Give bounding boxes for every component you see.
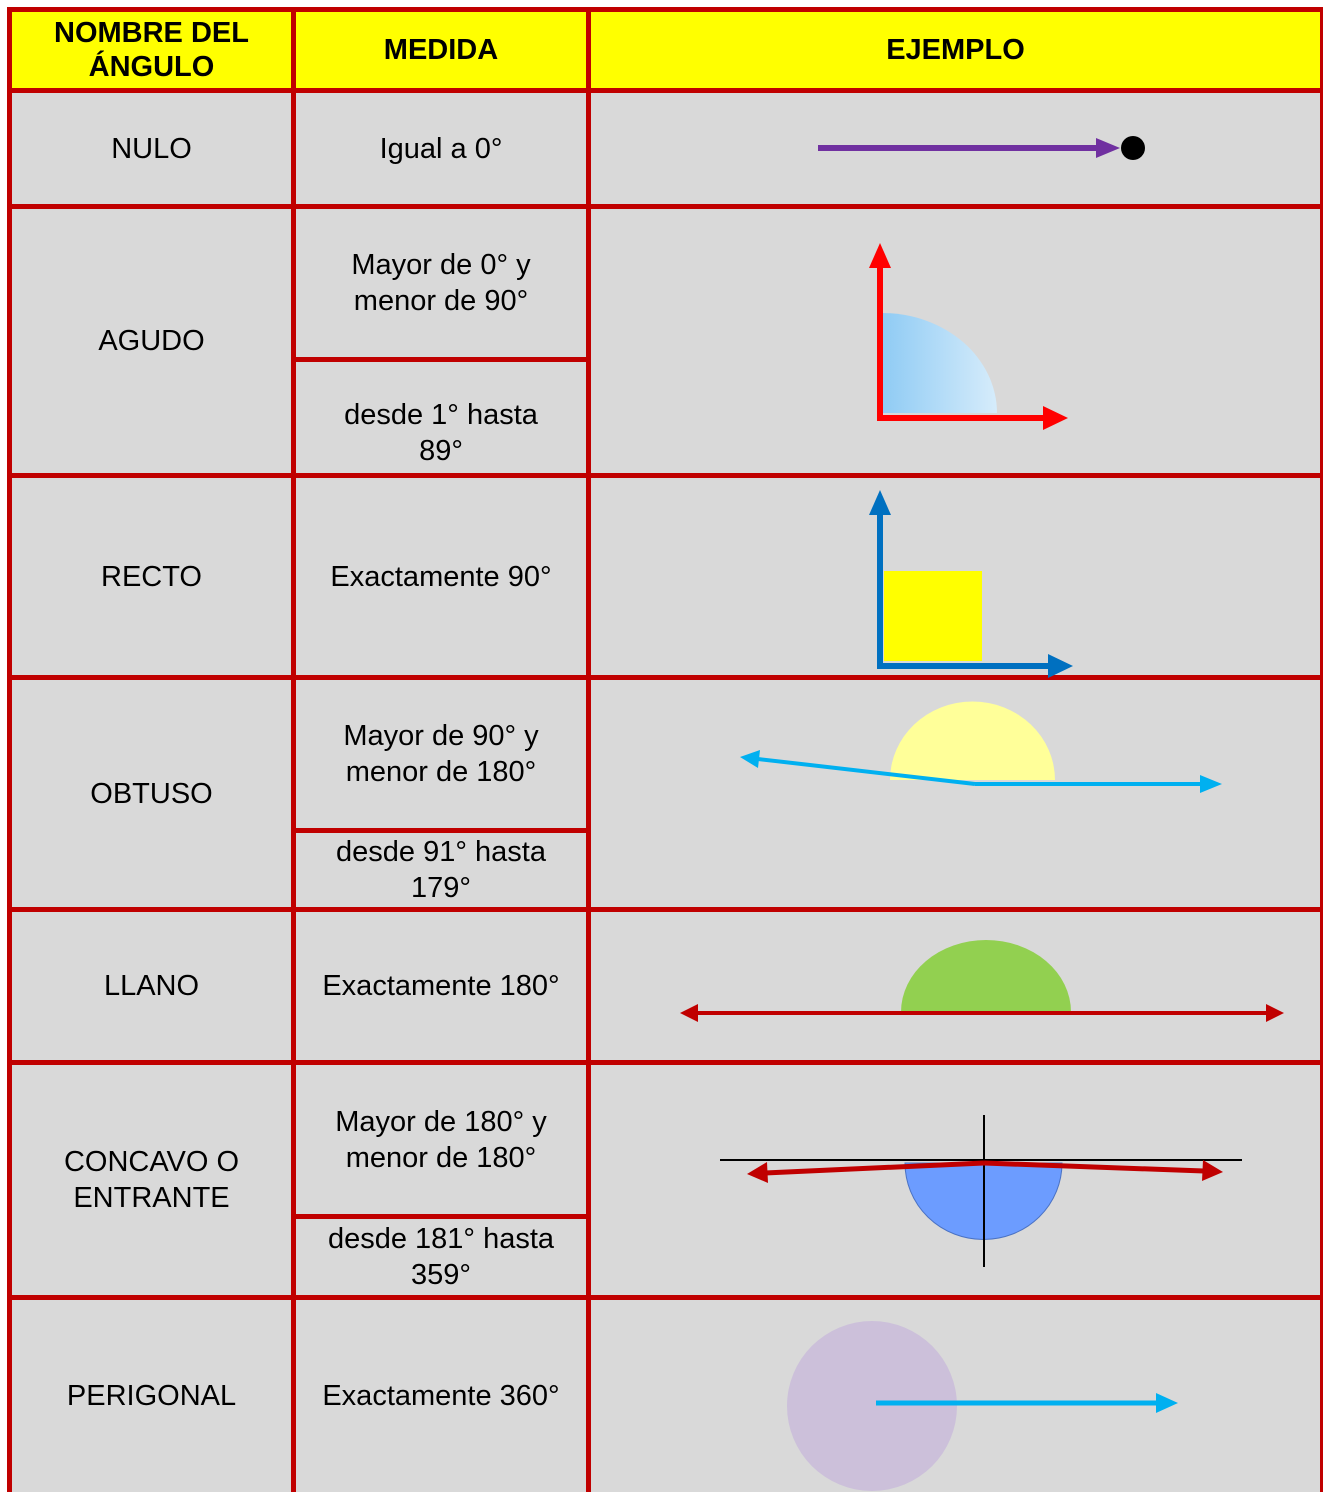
arrowhead [1266,1004,1284,1022]
row-concavo-range: desde 181° hasta 359° [296,1219,586,1295]
arrowhead [869,243,891,268]
row-divider [7,1295,1323,1300]
angle-measure: Igual a 0° [379,132,503,165]
row-divider [7,473,1323,478]
row-recto-measure: Exactamente 90° [296,478,586,675]
row-obtuso-measure: Mayor de 90° y menor de 180° [296,680,586,828]
arrowhead [747,1162,768,1183]
acute-angle-figure [869,243,1068,430]
angle-range: desde 1° hasta 89° [344,398,538,467]
angle-name: CONCAVO O ENTRANTE [63,1146,240,1214]
arrowhead [1043,406,1068,430]
angle-range: desde 181° hasta 359° [327,1223,555,1291]
angle-fill [787,1321,957,1491]
table-border-top [7,7,1323,12]
header-name: NOMBRE DEL ÁNGULO [54,17,249,83]
angle-name: PERIGONAL [66,1380,237,1412]
arrowhead [680,1004,698,1022]
angle-range: desde 91° hasta 179° [336,836,546,904]
header-measure: MEDIDA [383,34,499,66]
reflex-angle-figure [720,1115,1242,1267]
row-llano-name: LLANO [12,912,291,1060]
row-concavo-name: CONCAVO O ENTRANTE [12,1065,291,1295]
header-name-cell: NOMBRE DEL ÁNGULO [12,12,291,88]
angle-name: OBTUSO [90,777,213,810]
ray [764,1160,985,1176]
row-divider [7,1060,1323,1065]
row-obtuso-name: OBTUSO [12,680,291,907]
row-perigonal-name: PERIGONAL [12,1300,291,1492]
subrow-divider [296,1214,586,1219]
header-example-cell: EJEMPLO [591,12,1320,88]
header-measure-cell: MEDIDA [296,12,586,88]
arrowhead [1202,1160,1223,1181]
row-concavo-measure: Mayor de 180° y menor de 180° [296,1065,586,1214]
ray [983,1160,1205,1174]
column-divider [586,7,591,1492]
arrowhead [869,490,891,515]
table-border-right [1320,7,1323,1492]
vertex-dot [1121,136,1145,160]
subrow-divider [296,828,586,833]
angle-measure: Exactamente 360° [322,1380,560,1412]
angle-fill [882,313,997,413]
angle-name: AGUDO [98,325,205,357]
table-border-left [7,7,12,1492]
angle-fill [884,571,982,661]
angle-name: RECTO [101,560,202,593]
arrowhead [1200,775,1222,793]
angle-measure: Exactamente 90° [330,560,552,593]
row-agudo-measure: Mayor de 0° y menor de 90° [296,209,586,357]
arrowhead [1048,654,1073,678]
angle-name: LLANO [103,970,200,1002]
arrowhead [740,750,760,768]
angle-fill [890,701,1055,780]
null-angle-figure [818,136,1145,160]
row-agudo-range: desde 1° hasta 89° [296,362,586,473]
straight-angle-figure [680,940,1284,1022]
angle-fill [901,940,1071,1012]
row-llano-measure: Exactamente 180° [296,912,586,1060]
right-angle-figure [869,490,1073,678]
subrow-divider [296,357,586,362]
full-angle-figure [787,1321,1178,1491]
angle-measure: Mayor de 0° y menor de 90° [351,249,531,317]
obtuse-angle-figure [740,701,1222,793]
ray [757,757,976,786]
angle-name: NULO [111,132,192,165]
examples-canvas [680,136,1284,1491]
row-obtuso-range: desde 91° hasta 179° [296,833,586,907]
header-example: EJEMPLO [886,34,1025,66]
row-recto-name: RECTO [12,478,291,675]
row-agudo-name: AGUDO [12,209,291,473]
angle-measure: Mayor de 180° y menor de 180° [335,1105,547,1174]
angle-measure: Mayor de 90° y menor de 180° [343,720,539,788]
row-divider [7,675,1323,680]
column-divider [291,7,296,1492]
row-nulo-name: NULO [12,93,291,204]
arrowhead [1096,138,1120,158]
row-divider [7,204,1323,209]
arrowhead [1156,1393,1178,1413]
row-perigonal-measure: Exactamente 360° [296,1300,586,1492]
row-divider [7,88,1323,93]
row-divider [7,907,1323,912]
row-nulo-measure: Igual a 0° [296,93,586,204]
angle-measure: Exactamente 180° [322,970,560,1002]
